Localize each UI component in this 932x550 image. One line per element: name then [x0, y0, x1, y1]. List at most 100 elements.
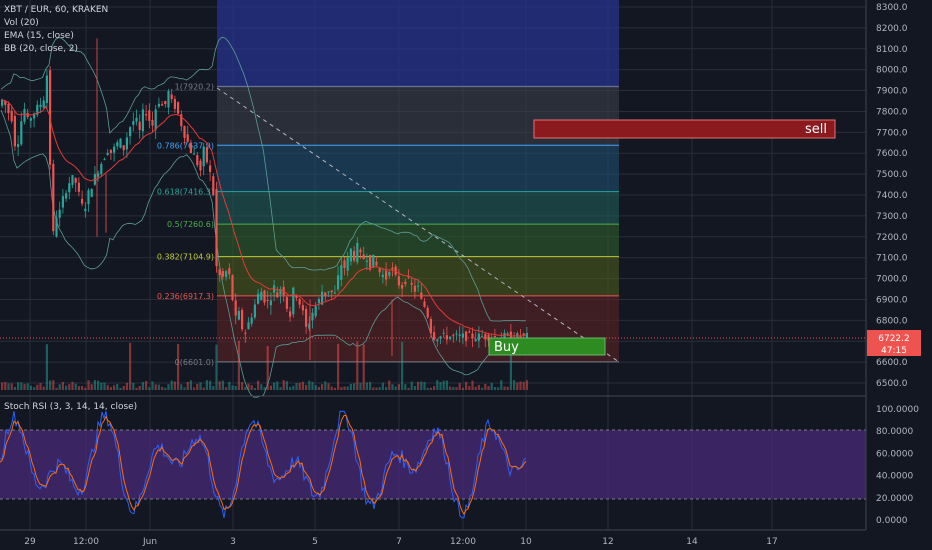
- candle-body: [468, 331, 471, 333]
- candle-body: [170, 94, 173, 100]
- volume-bar: [228, 381, 231, 390]
- volume-bar: [180, 384, 183, 390]
- volume-bar: [212, 385, 215, 390]
- sell-zone[interactable]: [533, 119, 836, 139]
- volume-bar: [68, 384, 71, 390]
- volume-bar: [81, 385, 84, 390]
- candle-body: [10, 110, 13, 122]
- volume-bar: [465, 381, 468, 390]
- candle-body: [61, 196, 64, 208]
- trend-line[interactable]: [216, 87, 620, 363]
- candle-body: [135, 117, 138, 122]
- price-tick-label: 7500.0: [876, 170, 908, 180]
- candle-body: [228, 268, 231, 275]
- volume-bar: [45, 344, 48, 390]
- volume-bar: [519, 381, 522, 390]
- ema-legend[interactable]: EMA (15, close): [4, 31, 74, 41]
- stoch-axis[interactable]: 100.0000 80.0000 60.0000 40.0000 20.0000 0.00…: [876, 405, 919, 526]
- volume-bar: [522, 381, 525, 390]
- volume-bar: [330, 386, 333, 390]
- time-axis[interactable]: 29 12:00 Jun 3 5 7 12:00 10 12 14 17: [24, 537, 777, 547]
- volume-bar: [423, 382, 426, 390]
- candle-body: [23, 109, 26, 122]
- candle-body: [388, 271, 391, 276]
- volume-bar: [353, 383, 356, 390]
- symbol-title[interactable]: XBT / EUR, 60, KRAKEN: [4, 5, 109, 15]
- volume-bar: [157, 384, 160, 390]
- volume-bar: [49, 380, 52, 390]
- volume-bar: [365, 382, 368, 390]
- time-tick-label: 10: [520, 537, 532, 547]
- volume-bar: [253, 387, 256, 390]
- volume-bar: [477, 384, 480, 390]
- candle-body: [276, 292, 279, 298]
- buy-zone[interactable]: [488, 337, 606, 356]
- candle-body: [481, 336, 484, 338]
- volume-bar: [429, 387, 432, 390]
- volume-bar: [263, 387, 266, 390]
- price-axis[interactable]: 8300.0 8200.0 8100.0 8000.0 7900.0 7800.0 7700…: [876, 3, 908, 389]
- candle-body: [391, 267, 394, 270]
- volume-bar: [260, 384, 263, 390]
- candle-body: [369, 255, 372, 270]
- volume-bar: [164, 387, 167, 390]
- volume-bar: [119, 387, 122, 390]
- candle-body: [484, 334, 487, 340]
- fib-level-label: 1(7920.2): [175, 82, 214, 91]
- time-tick-label: 7: [396, 537, 402, 547]
- volume-bar: [116, 383, 119, 390]
- vol-legend[interactable]: Vol (20): [4, 18, 39, 28]
- volume-bar: [324, 381, 327, 390]
- candle-body: [253, 304, 256, 318]
- candle-body: [410, 282, 413, 285]
- price-tick-label: 7800.0: [876, 107, 908, 117]
- candle-body: [298, 299, 301, 305]
- volume-bar: [452, 387, 455, 390]
- volume-bar: [161, 386, 164, 390]
- candle-body: [279, 288, 282, 295]
- volume-bar: [215, 344, 218, 390]
- stoch-legend[interactable]: Stoch RSI (3, 3, 14, 14, close): [4, 402, 138, 412]
- volume-bar: [269, 385, 272, 390]
- volume-bar: [26, 383, 29, 390]
- candle-body: [106, 152, 109, 155]
- volume-bar: [314, 385, 317, 390]
- price-tick-label: 8300.0: [876, 3, 908, 13]
- fib-level-label: 0.382(7104.9): [157, 253, 214, 262]
- price-tick-label: 7900.0: [876, 87, 908, 97]
- volume-bars: [1, 340, 528, 390]
- price-tick-label: 7300.0: [876, 212, 908, 222]
- time-tick-label: 14: [686, 537, 698, 547]
- volume-bar: [36, 384, 39, 390]
- candle-body: [324, 292, 327, 297]
- candle-body: [125, 137, 128, 150]
- candle-body: [164, 101, 167, 105]
- price-tick-label: 6800.0: [876, 316, 908, 326]
- volume-bar: [52, 380, 55, 390]
- candle-body: [154, 109, 157, 130]
- stoch-tick-label: 0.0000: [876, 516, 908, 526]
- candlestick-series: [1, 38, 528, 361]
- volume-bar: [125, 382, 128, 390]
- volume-bar: [132, 382, 135, 390]
- candle-body: [68, 183, 71, 193]
- volume-bar: [295, 382, 298, 390]
- candle-body: [471, 333, 474, 339]
- time-tick-label: 5: [312, 537, 318, 547]
- candle-body: [36, 104, 39, 115]
- candle-body: [247, 322, 250, 330]
- volume-bar: [205, 380, 208, 390]
- volume-bar: [65, 385, 68, 390]
- candle-body: [205, 147, 208, 163]
- volume-bar: [327, 383, 330, 390]
- volume-bar: [10, 383, 13, 390]
- volume-bar: [241, 382, 244, 390]
- bb-legend[interactable]: BB (20, close, 2): [4, 44, 79, 54]
- candle-body: [122, 145, 125, 151]
- candle-body: [404, 281, 407, 284]
- candle-body: [196, 155, 199, 166]
- candle-body: [148, 110, 151, 121]
- candle-body: [269, 300, 272, 306]
